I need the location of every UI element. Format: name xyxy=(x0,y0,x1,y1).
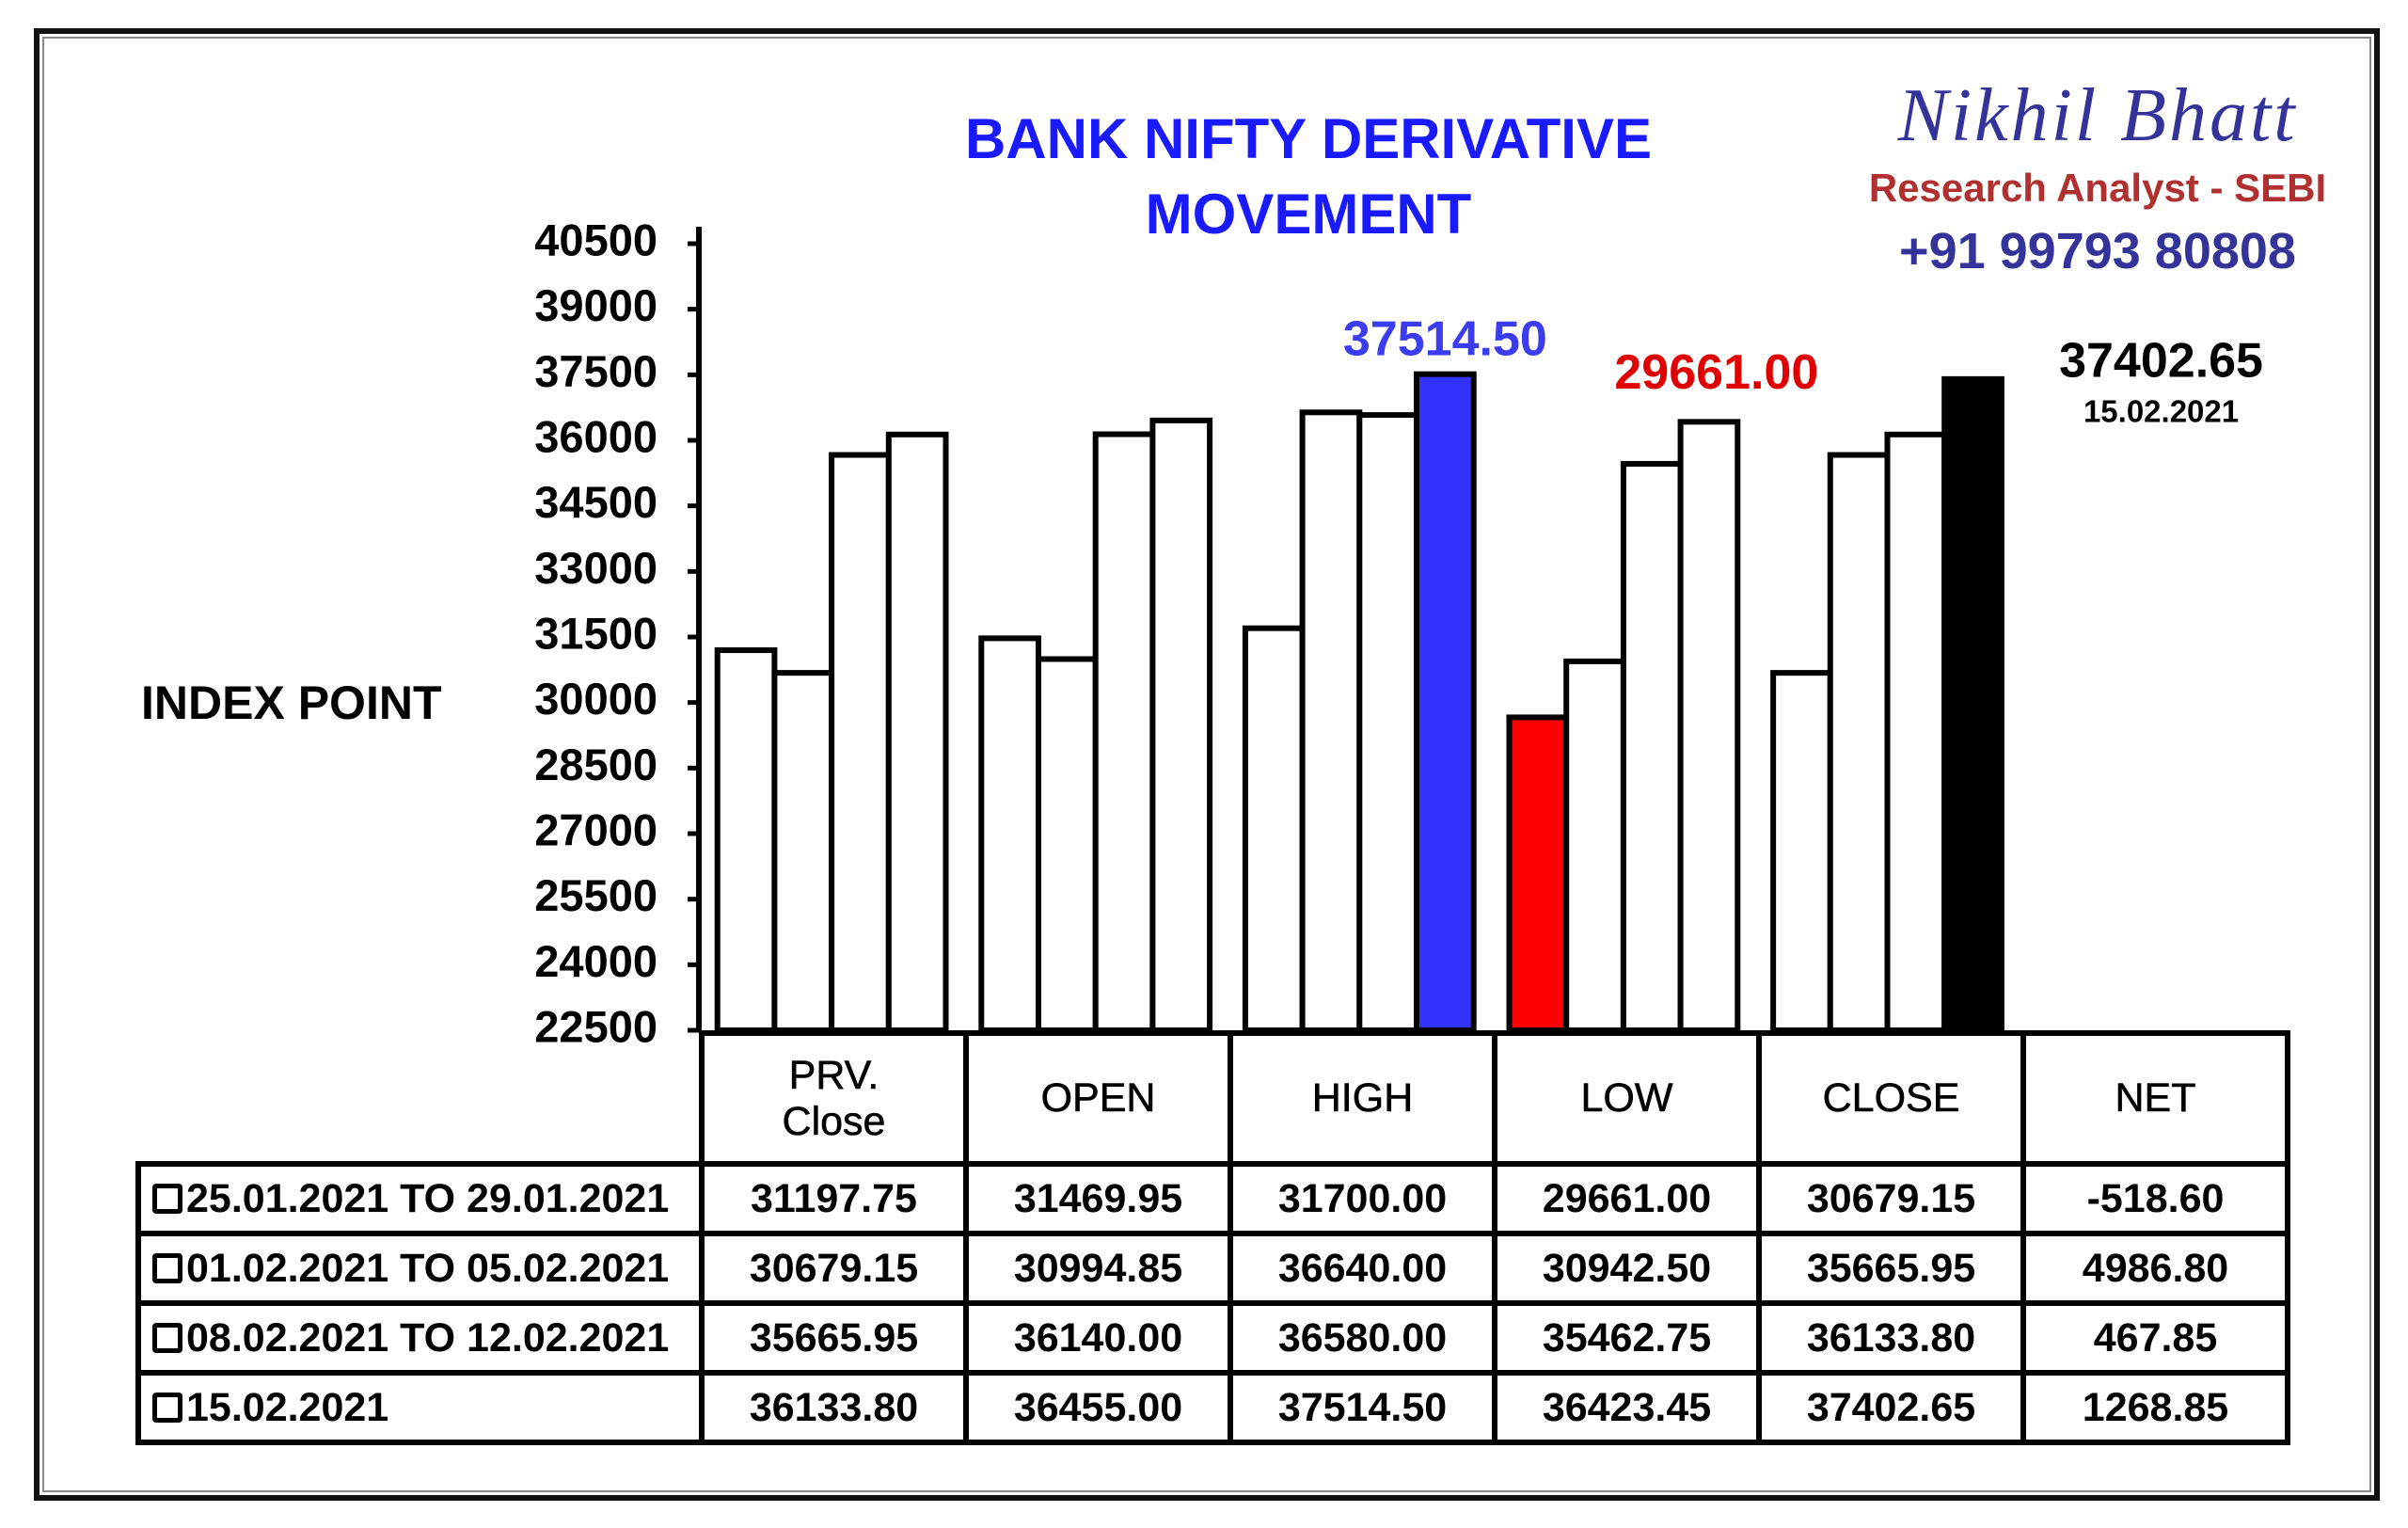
bar xyxy=(829,452,892,1033)
value-cell: 31469.95 xyxy=(963,1161,1233,1236)
legend-box xyxy=(152,1392,182,1423)
annotation: 37402.65 xyxy=(2059,334,2263,389)
net-cell: 1268.85 xyxy=(2020,1370,2290,1445)
value-cell: 36423.45 xyxy=(1492,1370,1762,1445)
brand-role: Research Analyst - SEBI xyxy=(1868,166,2327,210)
value-cell: 30942.50 xyxy=(1492,1231,1762,1306)
bar xyxy=(1941,375,2004,1034)
data-row: 25.01.2021 TO 29.01.2021 31197.75 31469.95… xyxy=(135,1161,2290,1236)
value-cell: 35665.95 xyxy=(699,1300,969,1376)
value-cell: 30679.15 xyxy=(699,1231,969,1306)
legend-box xyxy=(152,1252,182,1283)
y-tick-label: 34500 xyxy=(534,477,657,527)
value-cell: 36640.00 xyxy=(1228,1231,1497,1306)
series-name: 01.02.2021 TO 05.02.2021 xyxy=(186,1245,670,1291)
value-cell: 37514.50 xyxy=(1228,1370,1497,1445)
value-cell: 35665.95 xyxy=(1756,1231,2026,1306)
annotation: 37514.50 xyxy=(1343,311,1547,366)
y-tick-label: 36000 xyxy=(534,411,657,461)
y-tick-label: 25500 xyxy=(534,870,657,920)
header-cell: HIGH xyxy=(1228,1030,1497,1167)
y-tick-label: 40500 xyxy=(534,215,657,264)
y-tick-label: 24000 xyxy=(534,936,657,986)
series-name: 08.02.2021 TO 12.02.2021 xyxy=(186,1314,670,1361)
value-cell: 30994.85 xyxy=(963,1231,1233,1306)
corner-cell xyxy=(138,1033,705,1164)
bar xyxy=(1620,460,1684,1033)
bar xyxy=(1770,670,1833,1033)
chart-title: BANK NIFTY DERIVATIVE MOVEMENT xyxy=(964,107,1653,246)
bar xyxy=(1036,656,1099,1033)
net-cell: 467.85 xyxy=(2020,1300,2290,1376)
value-cell: 35462.75 xyxy=(1492,1300,1762,1376)
legend-box xyxy=(152,1183,182,1214)
row-label: 01.02.2021 TO 05.02.2021 xyxy=(135,1231,705,1306)
value-cell: 31700.00 xyxy=(1228,1161,1497,1236)
value-cell: 30679.15 xyxy=(1756,1161,2026,1236)
data-row: 15.02.2021 36133.80 36455.00 37514.50 36423.… xyxy=(135,1370,2290,1445)
y-tick-label: 39000 xyxy=(534,280,657,330)
value-cell: 36580.00 xyxy=(1228,1300,1497,1376)
data-row: 08.02.2021 TO 12.02.2021 35665.95 36140.00… xyxy=(135,1300,2290,1376)
bar xyxy=(714,647,778,1033)
value-cell: 36455.00 xyxy=(963,1370,1233,1445)
header-cell: OPEN xyxy=(963,1030,1233,1167)
value-cell: 29661.00 xyxy=(1492,1161,1762,1236)
data-table: PRV. Close OPEN HIGH LOW CLOSE NET 25.01.2021 … xyxy=(135,1030,2290,1445)
bar xyxy=(1149,417,1213,1033)
annotation-note: 15.02.2021 xyxy=(2083,394,2239,429)
series-name: 25.01.2021 TO 29.01.2021 xyxy=(186,1175,670,1221)
legend-box xyxy=(152,1322,182,1353)
value-cell: 36133.80 xyxy=(1756,1300,2026,1376)
row-label: 08.02.2021 TO 12.02.2021 xyxy=(135,1300,705,1376)
value-cell: 36133.80 xyxy=(699,1370,969,1445)
y-tick-label: 28500 xyxy=(534,740,657,789)
value-cell: 36140.00 xyxy=(963,1300,1233,1376)
bar xyxy=(885,431,949,1034)
y-tick-label: 33000 xyxy=(534,543,657,593)
series-name: 15.02.2021 xyxy=(186,1384,389,1430)
bar xyxy=(1677,419,1741,1033)
y-axis-label: INDEX POINT xyxy=(141,676,442,729)
brand-name: Nikhil Bhatt xyxy=(1897,74,2298,157)
data-row: 01.02.2021 TO 05.02.2021 30679.15 30994.85… xyxy=(135,1231,2290,1306)
y-tick-label: 31500 xyxy=(534,608,657,658)
bar xyxy=(1414,371,1477,1033)
bar xyxy=(1827,452,1891,1033)
row-label: 15.02.2021 xyxy=(135,1370,705,1445)
bar xyxy=(1506,714,1570,1033)
annotation: 29661.00 xyxy=(1614,345,1818,400)
header-row: PRV. Close OPEN HIGH LOW CLOSE NET xyxy=(138,1030,2290,1167)
bar xyxy=(978,635,1042,1033)
bar xyxy=(1242,625,1306,1033)
net-cell: 4986.80 xyxy=(2020,1231,2290,1306)
y-tick-label: 37500 xyxy=(534,346,657,396)
bar xyxy=(1299,409,1363,1033)
net-cell: -518.60 xyxy=(2020,1161,2290,1236)
header-cell: NET xyxy=(2020,1030,2290,1167)
header-cell: PRV. Close xyxy=(699,1030,969,1167)
value-cell: 37402.65 xyxy=(1756,1370,2026,1445)
brand-phone: +91 99793 80808 xyxy=(1899,223,2296,279)
bar xyxy=(1356,412,1420,1034)
value-cell: 31197.75 xyxy=(699,1161,969,1236)
bar xyxy=(771,670,835,1033)
header-cell: CLOSE xyxy=(1756,1030,2026,1167)
header-cell: LOW xyxy=(1492,1030,1762,1167)
row-label: 25.01.2021 TO 29.01.2021 xyxy=(135,1161,705,1236)
y-tick-label: 27000 xyxy=(534,804,657,854)
bar xyxy=(1092,431,1156,1033)
bar xyxy=(1563,658,1626,1033)
frame xyxy=(34,28,2380,1501)
y-tick-label: 30000 xyxy=(534,674,657,724)
bar xyxy=(1884,431,1948,1034)
